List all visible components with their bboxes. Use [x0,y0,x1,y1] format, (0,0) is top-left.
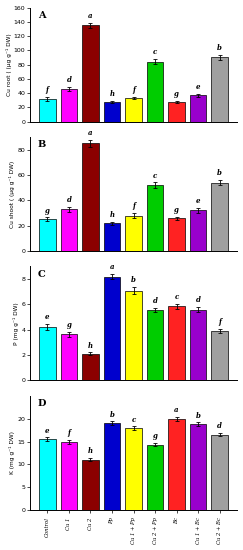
Bar [168,102,185,122]
Bar [82,25,99,122]
Text: f: f [132,86,135,94]
Bar [190,95,207,122]
Text: c: c [153,48,157,56]
Bar [211,57,228,122]
Text: f: f [132,202,135,211]
Bar [104,102,120,122]
Text: h: h [88,447,93,455]
Text: a: a [110,263,114,272]
Bar [125,290,142,381]
Text: c: c [153,172,157,179]
Text: d: d [153,297,157,305]
Bar [168,419,185,510]
Text: d: d [196,296,200,304]
Text: f: f [67,430,70,437]
Bar [211,183,228,251]
Bar [125,428,142,510]
Text: h: h [88,342,93,349]
Bar [147,445,164,510]
Text: c: c [131,416,136,424]
Text: b: b [217,169,222,177]
Text: c: c [174,293,179,301]
Bar [39,219,56,251]
Text: e: e [45,314,50,321]
Text: f: f [218,318,221,326]
Text: b: b [131,276,136,284]
Bar [61,442,77,510]
Y-axis label: P (mg g⁻¹ DW): P (mg g⁻¹ DW) [13,302,19,345]
Y-axis label: Cu root ( (μg g⁻¹ DW): Cu root ( (μg g⁻¹ DW) [6,33,12,96]
Bar [82,354,99,381]
Text: e: e [45,427,50,434]
Text: b: b [217,45,222,52]
Text: g: g [174,206,179,214]
Text: d: d [67,196,71,204]
Bar [147,62,164,122]
Text: b: b [110,411,114,419]
Text: g: g [153,432,157,440]
Bar [39,439,56,510]
Text: g: g [67,321,71,329]
Bar [125,98,142,122]
Bar [190,424,207,510]
Bar [61,209,77,251]
Bar [168,306,185,381]
Bar [168,218,185,251]
Text: g: g [45,207,50,215]
Bar [82,460,99,510]
Bar [104,223,120,251]
Text: g: g [174,90,179,98]
Bar [39,327,56,381]
Text: C: C [38,270,46,279]
Text: e: e [196,197,200,205]
Bar [82,144,99,251]
Bar [190,211,207,251]
Bar [125,216,142,251]
Bar [147,185,164,251]
Bar [211,331,228,381]
Y-axis label: K (mg g⁻¹ DW): K (mg g⁻¹ DW) [9,431,16,475]
Text: a: a [88,129,93,137]
Bar [61,89,77,122]
Y-axis label: Cu shoot ( (μg g⁻¹ DW): Cu shoot ( (μg g⁻¹ DW) [9,161,16,228]
Bar [104,277,120,381]
Text: h: h [109,90,114,98]
Text: D: D [38,399,46,408]
Text: a: a [174,406,179,414]
Text: B: B [38,140,46,150]
Bar [61,334,77,381]
Bar [211,434,228,510]
Text: a: a [88,12,93,20]
Bar [104,424,120,510]
Text: b: b [196,411,200,420]
Bar [147,310,164,381]
Text: d: d [217,422,222,430]
Text: h: h [109,211,114,219]
Text: d: d [67,76,71,84]
Bar [39,99,56,122]
Text: f: f [46,86,49,94]
Text: e: e [196,83,200,91]
Text: A: A [38,11,45,20]
Bar [190,310,207,381]
